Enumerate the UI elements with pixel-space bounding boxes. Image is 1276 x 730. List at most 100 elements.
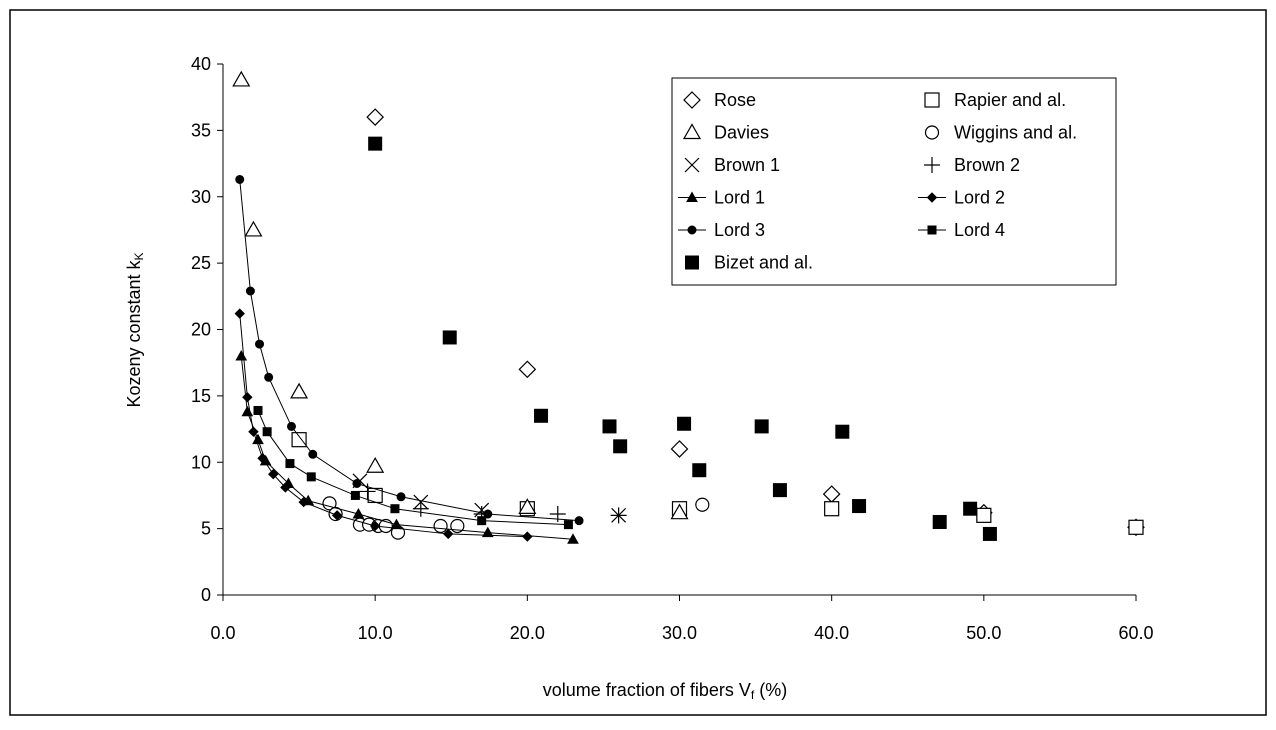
marker (255, 339, 265, 349)
y-tick-label: 15 (191, 386, 211, 406)
marker (442, 528, 454, 540)
legend-marker (684, 157, 700, 173)
marker (433, 518, 448, 534)
x-tick-label: 20.0 (510, 623, 545, 643)
legend-marker (924, 125, 940, 140)
legend-marker (685, 255, 699, 270)
marker (754, 419, 769, 434)
marker (442, 330, 457, 345)
x-axis-unit: (%) (759, 680, 787, 700)
marker (359, 483, 376, 500)
marker (976, 507, 992, 523)
marker (670, 503, 689, 520)
marker (613, 439, 628, 454)
marker (610, 507, 627, 524)
legend-label: Rapier and al. (954, 90, 1066, 110)
x-axis-title: volume fraction of fibers Vf (%) (543, 680, 787, 702)
marker (280, 482, 291, 493)
marker (350, 490, 360, 500)
x-tick-label: 40.0 (814, 623, 849, 643)
y-tick-label: 30 (191, 187, 211, 207)
legend-marker (683, 91, 701, 109)
series-line (257, 410, 569, 526)
marker (232, 70, 251, 87)
marker (677, 416, 692, 431)
marker (286, 421, 296, 431)
marker (244, 220, 263, 237)
x-tick-label: 60.0 (1118, 623, 1153, 643)
legend-label: Rose (714, 90, 756, 110)
marker (253, 405, 263, 415)
marker (567, 533, 579, 544)
marker (331, 510, 343, 521)
marker (835, 424, 850, 439)
legend-marker (687, 225, 697, 235)
marker (695, 497, 710, 512)
marker (290, 382, 309, 399)
marker (822, 485, 841, 503)
y-tick-label: 20 (191, 320, 211, 340)
marker (369, 520, 381, 532)
marker (242, 391, 253, 403)
legend-label: Brown 1 (714, 155, 780, 175)
marker (670, 440, 689, 458)
marker (518, 498, 537, 514)
marker (772, 483, 787, 498)
frame (9, 9, 1267, 716)
marker (268, 468, 279, 480)
y-tick-label: 25 (191, 253, 211, 273)
marker (306, 472, 316, 482)
marker (518, 360, 537, 379)
y-axis-label: Kozeny constant k (124, 259, 144, 407)
legend-marker (924, 92, 940, 108)
marker (483, 509, 493, 519)
marker (366, 457, 385, 473)
marker (390, 504, 400, 514)
x-axis-label: volume fraction of fibers V (543, 680, 751, 700)
marker (245, 286, 255, 296)
marker (352, 507, 365, 519)
marker (824, 501, 840, 517)
marker (396, 492, 406, 502)
marker (235, 350, 248, 361)
legend-marker (927, 225, 937, 235)
y-tick-label: 40 (191, 54, 211, 74)
y-tick-label: 35 (191, 120, 211, 140)
marker (262, 427, 272, 437)
y-tick-label: 0 (201, 585, 211, 605)
x-tick-label: 30.0 (662, 623, 697, 643)
legend-label: Lord 2 (954, 188, 1005, 208)
legend-label: Lord 3 (714, 220, 765, 240)
legend-label: Davies (714, 123, 769, 143)
marker (308, 449, 318, 459)
marker (574, 516, 584, 526)
legend-label: Wiggins and al. (954, 123, 1077, 143)
legend-label: Lord 4 (954, 220, 1005, 240)
series-line (239, 313, 528, 538)
x-tick-label: 0.0 (210, 623, 235, 643)
marker (352, 478, 362, 488)
marker (412, 500, 429, 517)
legend-box (671, 77, 1117, 286)
marker (285, 459, 295, 469)
legend-marker (682, 123, 702, 140)
legend-marker (926, 192, 938, 203)
legend-label: Brown 2 (954, 155, 1020, 175)
y-tick-label: 5 (201, 519, 211, 539)
marker (602, 419, 617, 434)
x-tick-label: 10.0 (358, 623, 393, 643)
series-line (239, 179, 580, 522)
marker (481, 526, 494, 538)
marker (563, 520, 573, 530)
marker (322, 496, 337, 511)
marker (234, 308, 245, 319)
y-axis-subscript: K (132, 252, 146, 260)
y-tick-label: 10 (191, 452, 211, 472)
marker (264, 372, 274, 382)
marker (1128, 519, 1144, 535)
marker (852, 499, 867, 514)
marker (522, 531, 533, 542)
marker (477, 516, 487, 526)
legend-marker (686, 191, 698, 202)
